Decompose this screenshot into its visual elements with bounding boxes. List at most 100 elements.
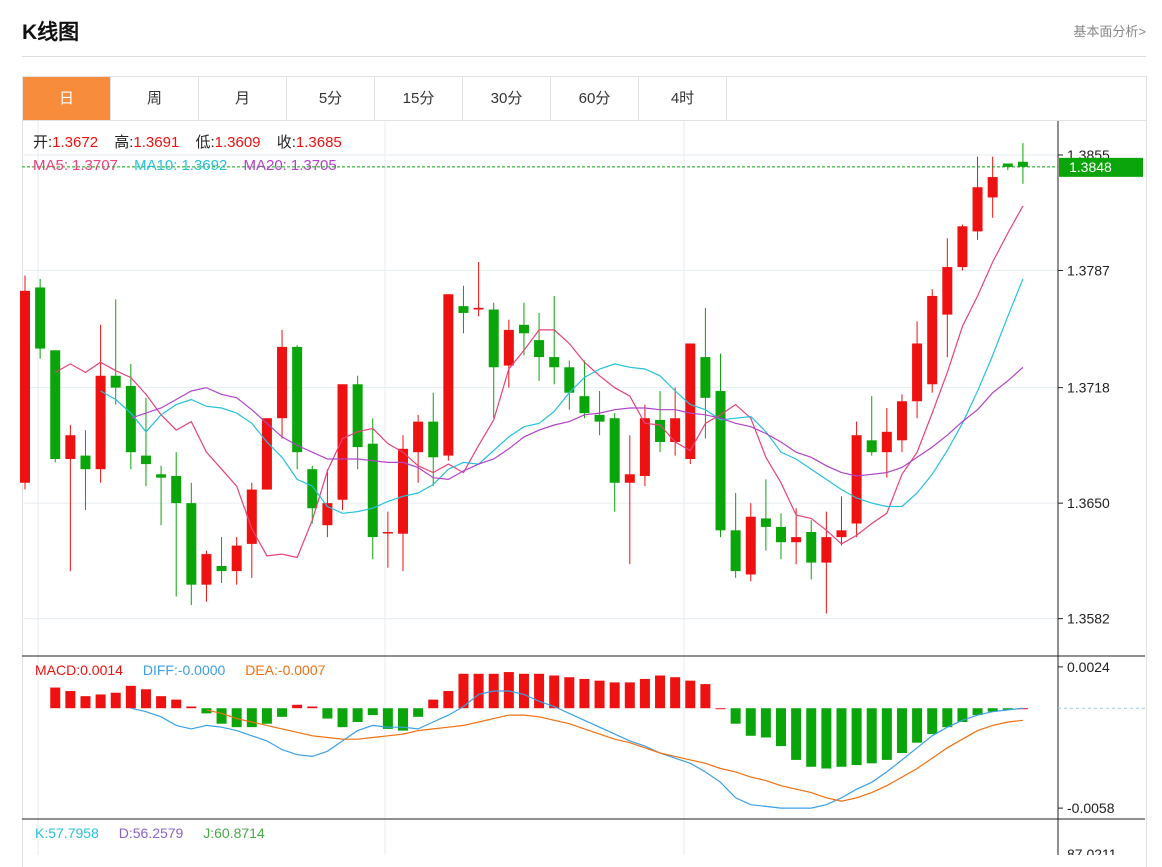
macd_diff-line: [130, 690, 1023, 809]
macd-bar: [549, 675, 560, 709]
high-value: 1.3691: [133, 134, 179, 151]
current-price-value: 1.3848: [1069, 159, 1112, 175]
ma20-value: 1.3705: [291, 157, 337, 174]
macd-bar: [307, 706, 318, 709]
candle-body: [987, 177, 998, 198]
macd-bar: [957, 708, 968, 722]
candle-body: [110, 375, 121, 388]
candle-body: [715, 391, 726, 531]
low-label: 低:: [195, 134, 214, 151]
open-value: 1.3672: [52, 134, 98, 151]
page-title: K线图: [22, 21, 80, 44]
close-value: 1.3685: [296, 134, 342, 151]
macd-bar: [836, 708, 847, 767]
macd-bar: [518, 673, 529, 709]
macd-bar: [95, 694, 106, 709]
macd-bar: [231, 708, 242, 728]
low-value: 1.3609: [215, 134, 261, 151]
candle-body: [140, 455, 151, 465]
tab-30min[interactable]: 30分: [463, 77, 551, 121]
ma10-label: MA10:: [134, 157, 177, 174]
tabs-border: [723, 120, 1146, 121]
ma20-line: [130, 366, 1024, 481]
tab-month[interactable]: 月: [199, 77, 287, 121]
macd-bar: [609, 682, 620, 709]
macd-bar: [458, 673, 469, 709]
k-label: K:: [35, 825, 48, 841]
macd-bar: [413, 708, 424, 717]
candle-body: [307, 469, 318, 509]
ma-legend: MA5: 1.3707 MA10: 1.3692 MA20: 1.3705: [33, 157, 337, 174]
fundamental-analysis-link[interactable]: 基本面分析>: [1073, 24, 1146, 39]
macd-bar: [261, 708, 272, 724]
chart-grid: [22, 121, 1058, 855]
candle-body: [382, 532, 393, 534]
tab-60min[interactable]: 60分: [551, 77, 639, 121]
macd-bar: [65, 691, 76, 709]
open-label: 开:: [33, 134, 52, 151]
candle-body: [428, 421, 439, 458]
macd-bar: [322, 708, 333, 719]
candle-body: [866, 440, 877, 453]
candle-body: [957, 226, 968, 268]
macd-bar: [579, 678, 590, 709]
macd-bar: [942, 708, 953, 728]
candle-body: [534, 340, 545, 358]
tab-week[interactable]: 周: [111, 77, 199, 121]
k-value: 57.7958: [48, 825, 99, 841]
candle-body: [503, 329, 514, 366]
tab-15min[interactable]: 15分: [375, 77, 463, 121]
candle-body: [972, 187, 983, 232]
macd-bar: [1002, 708, 1013, 710]
macd-bar: [806, 708, 817, 767]
candle-body: [821, 537, 832, 563]
macd-bar: [216, 708, 227, 724]
macd-bar: [110, 692, 121, 709]
tab-4hour[interactable]: 4时: [639, 77, 727, 121]
period-tabs: 日 周 月 5分 15分 30分 60分 4时: [23, 77, 727, 121]
macd-bar: [655, 675, 666, 709]
macd-bar: [987, 708, 998, 712]
macd-bar: [760, 708, 771, 738]
d-value: 56.2579: [133, 825, 184, 841]
tab-5min[interactable]: 5分: [287, 77, 375, 121]
candle-body: [745, 516, 756, 575]
macd-bar: [367, 708, 378, 716]
kdj-legend: K:57.7958 D:56.2579 J:60.8714: [35, 825, 265, 841]
candle-body: [912, 343, 923, 402]
macd-value: 0.0014: [80, 662, 123, 678]
candle-body: [367, 443, 378, 538]
macd-bar: [534, 673, 545, 709]
macd-bar: [866, 708, 877, 764]
candle-body: [20, 290, 30, 483]
dea-value: -0.0007: [278, 662, 326, 678]
macd-bar: [896, 708, 907, 753]
candle-body: [700, 357, 711, 398]
j-label: J:: [203, 825, 214, 841]
tab-day[interactable]: 日: [23, 77, 111, 121]
candle-body: [337, 384, 348, 500]
candle-body: [322, 503, 333, 526]
macd-bar: [594, 680, 605, 709]
candle-body: [277, 346, 288, 419]
diff-label: DIFF:: [143, 662, 178, 678]
candle-body: [473, 307, 484, 310]
candle-body: [50, 350, 61, 459]
candle-body: [760, 518, 771, 527]
macd-bar: [745, 708, 756, 736]
price-tick-label: 1.3718: [1067, 380, 1110, 396]
divider: [22, 56, 1146, 57]
ma-lines-group: [54, 205, 1024, 559]
macd-bar: [443, 691, 454, 709]
macd-bar: [50, 687, 61, 709]
diff-value: -0.0000: [178, 662, 226, 678]
candle-body: [186, 503, 197, 585]
macd-bar: [791, 708, 802, 760]
candle-body: [776, 526, 786, 543]
candle-body: [942, 267, 953, 315]
candle-body: [201, 554, 212, 585]
candle-body: [352, 384, 363, 448]
candle-body: [624, 474, 635, 483]
macd-bar: [171, 699, 182, 709]
